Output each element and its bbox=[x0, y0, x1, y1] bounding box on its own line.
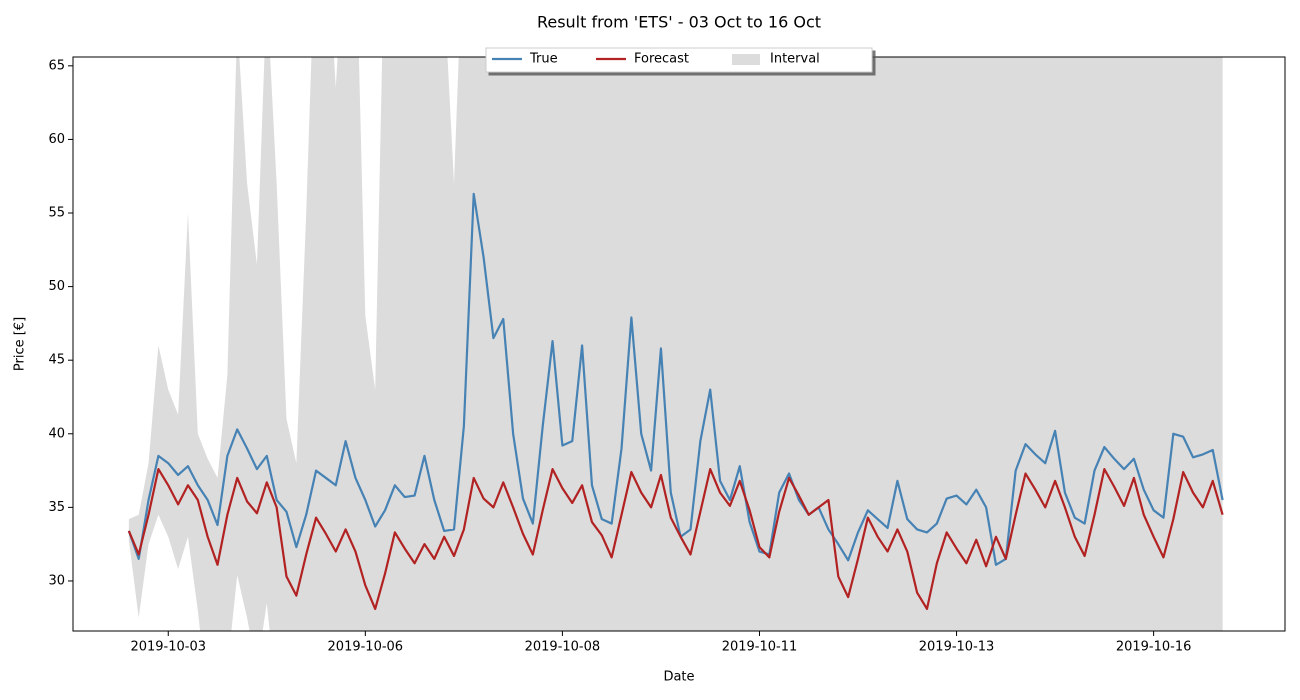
legend-label: Interval bbox=[770, 52, 820, 67]
series-line bbox=[127, 468, 1224, 611]
x-tick-label: 2019-10-11 bbox=[722, 640, 798, 655]
y-tick-label: 45 bbox=[48, 353, 65, 368]
y-tick-label: 60 bbox=[48, 132, 65, 147]
legend-box bbox=[485, 47, 873, 73]
plot-area bbox=[127, 57, 1224, 631]
x-tick-label: 2019-10-13 bbox=[919, 640, 995, 655]
legend-swatch bbox=[732, 54, 760, 65]
legend-label: Forecast bbox=[634, 52, 689, 67]
y-axis-label: Price [€] bbox=[13, 317, 28, 371]
x-axis-label: Date bbox=[663, 670, 694, 685]
x-tick-label: 2019-10-06 bbox=[328, 640, 404, 655]
x-tick-label: 2019-10-16 bbox=[1116, 640, 1192, 655]
y-tick-label: 50 bbox=[48, 279, 65, 294]
legend-label: True bbox=[529, 52, 558, 67]
x-tick-label: 2019-10-08 bbox=[525, 640, 601, 655]
x-tick-label: 2019-10-03 bbox=[130, 640, 206, 655]
chart-title: Result from 'ETS' - 03 Oct to 16 Oct bbox=[537, 13, 821, 32]
axes: 30 35 40 45 50 55 60 65 2019-10-03 2019-10-06 2019… bbox=[48, 58, 1191, 654]
y-tick-label: 40 bbox=[48, 426, 65, 441]
y-tick-label: 30 bbox=[48, 573, 65, 588]
series-line bbox=[127, 192, 1224, 566]
y-tick-label: 65 bbox=[48, 58, 65, 73]
y-tick-label: 35 bbox=[48, 500, 65, 515]
y-tick-label: 55 bbox=[48, 206, 65, 221]
legend: True Forecast Interval bbox=[485, 47, 873, 73]
interval-band bbox=[128, 57, 1223, 631]
